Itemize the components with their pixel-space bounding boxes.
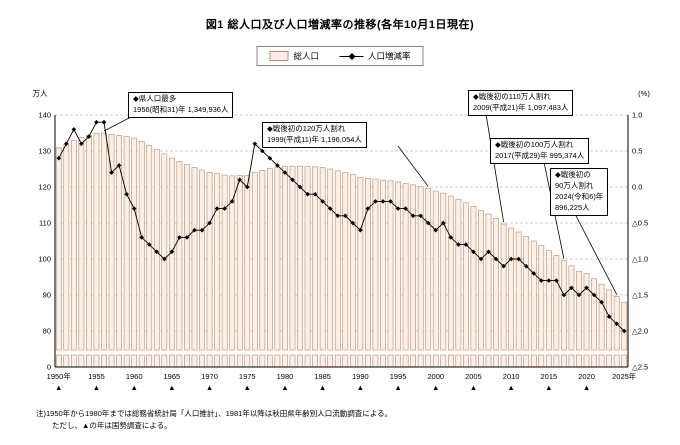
legend-label-population: 総人口 <box>293 51 319 61</box>
svg-text:2000: 2000 <box>427 372 444 381</box>
svg-text:△2.5: △2.5 <box>632 363 648 372</box>
annotation-line: 90万人割れ <box>555 180 594 190</box>
annotation-line: 1956(昭和31)年 1,349,936人 <box>133 104 229 114</box>
svg-text:△2.0: △2.0 <box>632 327 648 336</box>
annotation-line: 896,225人 <box>555 202 590 212</box>
svg-text:0: 0 <box>47 363 51 372</box>
annotation-line: 2009(平成21)年 1,097,483人 <box>473 102 569 112</box>
svg-text:0.5: 0.5 <box>632 147 642 156</box>
svg-text:1950年: 1950年 <box>47 371 72 381</box>
svg-text:80: 80 <box>43 327 51 336</box>
svg-text:▲: ▲ <box>394 383 401 392</box>
svg-text:2015: 2015 <box>540 372 557 381</box>
svg-text:▲: ▲ <box>583 383 590 392</box>
svg-text:▲: ▲ <box>545 383 552 392</box>
legend-label-rate: 人口増減率 <box>368 51 411 61</box>
svg-text:1995: 1995 <box>390 372 407 381</box>
annotation-line: ◆戦後初の120万人割れ <box>267 124 346 133</box>
annotation-line: ◆戦後初の110万人割れ <box>473 92 551 101</box>
annotation-below-1100k: ◆戦後初の110万人割れ 2009(平成21)年 1,097,483人 <box>468 90 574 116</box>
svg-text:▲: ▲ <box>130 383 137 392</box>
annotation-line: ◆県人口最多 <box>133 94 177 103</box>
annotation-line: ◆戦後初の100万人割れ <box>495 140 574 149</box>
footnote-source: 注)1950年から1980年までは総務省統計局「人口推計」、1981年以降は秋田… <box>36 409 393 418</box>
svg-text:1975: 1975 <box>239 372 256 381</box>
svg-text:▲: ▲ <box>93 383 100 392</box>
svg-text:△0.5: △0.5 <box>632 219 648 228</box>
annotation-line: 2017(平成29)年 995,374人 <box>495 150 585 160</box>
svg-text:1960: 1960 <box>126 372 143 381</box>
annotation-below-1000k: ◆戦後初の100万人割れ 2017(平成29)年 995,374人 <box>490 138 590 164</box>
annotation-line: 2024(令和6)年 <box>555 191 604 201</box>
right-axis-unit: (%) <box>638 89 650 98</box>
chart-title: 図1 総人口及び人口増減率の推移(各年10月1日現在) <box>205 19 475 31</box>
svg-text:1970: 1970 <box>201 372 218 381</box>
svg-text:▲: ▲ <box>55 383 62 392</box>
svg-text:2020: 2020 <box>578 372 595 381</box>
population-bar-swatch-icon <box>269 51 289 61</box>
svg-text:(%): (%) <box>638 89 650 98</box>
svg-text:2005: 2005 <box>465 372 482 381</box>
svg-text:0.0: 0.0 <box>632 183 642 192</box>
svg-text:140: 140 <box>38 111 51 120</box>
svg-text:▲: ▲ <box>507 383 514 392</box>
svg-text:▲: ▲ <box>206 383 213 392</box>
x-axis-labels: 1950年 1955 1960 1965 1970 1975 1980 1985 1990 199… <box>47 371 637 381</box>
svg-text:▲: ▲ <box>432 383 439 392</box>
svg-text:1985: 1985 <box>314 372 331 381</box>
svg-text:90: 90 <box>43 291 51 300</box>
annotation-below-900k: ◆戦後初の 90万人割れ 2024(令和6)年 896,225人 <box>550 168 609 216</box>
right-axis-ticks: 1.0 0.5 0.0 △0.5 △1.0 △1.5 △2.0 △2.5 <box>632 111 648 372</box>
legend-box: 総人口 人口増減率 <box>256 46 424 66</box>
svg-text:100: 100 <box>38 255 51 264</box>
annotation-line: 1999(平成11)年 1,196,054人 <box>267 134 362 144</box>
svg-text:▲: ▲ <box>470 383 477 392</box>
svg-text:1980: 1980 <box>277 372 294 381</box>
svg-text:万人: 万人 <box>33 89 48 98</box>
svg-text:2010: 2010 <box>503 372 520 381</box>
svg-text:1990: 1990 <box>352 372 369 381</box>
footnote-census: ただし、▲の年は国勢調査による。 <box>52 421 172 430</box>
left-axis-unit: 万人 <box>33 89 48 98</box>
svg-text:2025年: 2025年 <box>612 371 637 381</box>
svg-text:110: 110 <box>39 219 51 228</box>
legend-item-rate: 人口増減率 <box>339 50 411 62</box>
chart-canvas: 140 130 120 110 100 90 80 0 1.0 0.5 0.0 △0.5 △1.0 △1.… <box>33 89 651 392</box>
svg-text:1965: 1965 <box>164 372 181 381</box>
annotation-max-population: ◆県人口最多 1956(昭和31)年 1,349,936人 <box>128 92 234 118</box>
rate-line <box>56 119 627 334</box>
population-bars <box>55 132 628 368</box>
svg-text:△1.5: △1.5 <box>632 291 648 300</box>
svg-text:1955: 1955 <box>88 372 105 381</box>
svg-text:130: 130 <box>38 147 51 156</box>
svg-text:▲: ▲ <box>281 383 288 392</box>
svg-text:△1.0: △1.0 <box>632 255 648 264</box>
annotation-below-1200k: ◆戦後初の120万人割れ 1999(平成11)年 1,196,054人 <box>262 122 367 148</box>
svg-text:▲: ▲ <box>244 383 251 392</box>
svg-text:120: 120 <box>38 183 51 192</box>
axes <box>54 115 629 368</box>
census-markers: ▲ ▲ ▲ ▲ ▲ ▲ ▲ ▲ ▲ ▲ ▲ ▲ ▲ ▲ ▲ <box>55 383 590 392</box>
left-axis-ticks: 140 130 120 110 100 90 80 0 <box>38 111 51 372</box>
svg-text:▲: ▲ <box>168 383 175 392</box>
rate-line-diamond-icon <box>339 52 363 61</box>
svg-text:1.0: 1.0 <box>632 111 642 120</box>
annotation-line: ◆戦後初の <box>555 170 591 179</box>
svg-text:▲: ▲ <box>357 383 364 392</box>
svg-text:▲: ▲ <box>319 383 326 392</box>
legend-item-population: 総人口 <box>269 50 319 62</box>
